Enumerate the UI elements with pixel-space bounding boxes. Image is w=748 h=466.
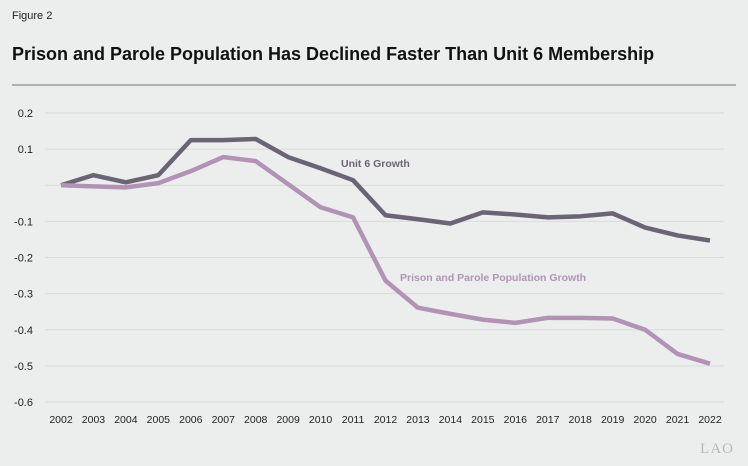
y-tick-label: -0.4 [14,325,33,337]
x-tick-label: 2022 [698,414,722,426]
series-line-prison-parole-growth [60,154,711,366]
y-tick-label: -0.3 [14,289,33,301]
x-tick-label: 2010 [309,414,333,426]
chart-title: Prison and Parole Population Has Decline… [12,44,655,64]
x-tick-label: 2003 [82,414,106,426]
x-tick-label: 2020 [633,414,657,426]
x-tick-label: 2016 [504,414,528,426]
y-tick-label: -0.1 [14,216,33,228]
y-tick-label: 0.2 [18,108,33,120]
x-tick-label: 2013 [406,414,430,426]
x-tick-label: 2015 [471,414,495,426]
figure-label: Figure 2 [12,10,53,22]
title-divider [12,84,736,86]
x-tick-label: 2012 [374,414,398,426]
series-line-unit6-growth [60,136,711,243]
y-tick-label: -0.5 [14,361,33,373]
x-tick-label: 2005 [147,414,171,426]
series-label: Unit 6 Growth [341,158,410,170]
x-tick-label: 2002 [49,414,73,426]
x-tick-label: 2008 [244,414,268,426]
x-tick-label: 2017 [536,414,560,426]
x-tick-label: 2009 [276,414,300,426]
y-tick-label: 0.1 [18,144,33,156]
lao-logo: LAO [700,441,734,457]
x-tick-label: 2006 [179,414,203,426]
x-tick-label: 2007 [212,414,236,426]
series-label: Prison and Parole Population Growth [400,272,586,284]
y-tick-label: -0.2 [14,253,33,265]
x-tick-label: 2018 [569,414,593,426]
x-tick-label: 2021 [666,414,690,426]
x-tick-label: 2004 [114,414,138,426]
x-tick-label: 2014 [439,414,463,426]
y-tick-label: -0.6 [14,397,33,409]
x-tick-label: 2011 [342,414,365,426]
x-tick-label: 2019 [601,414,625,426]
